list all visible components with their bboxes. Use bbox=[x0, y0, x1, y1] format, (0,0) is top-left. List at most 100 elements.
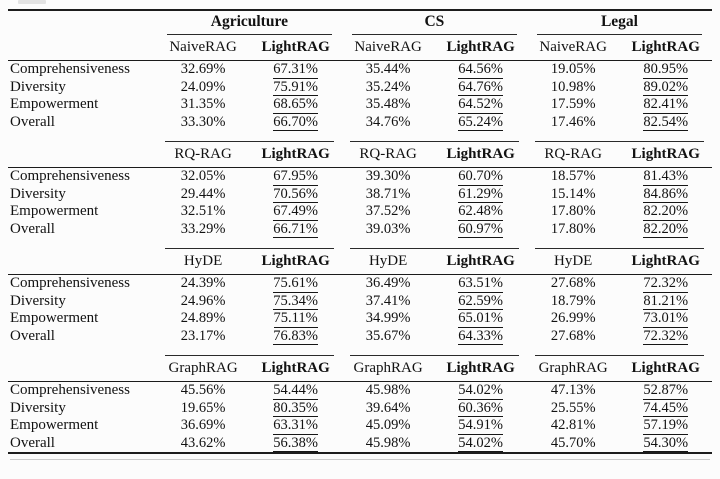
lightrag-value-cell: 75.34% bbox=[249, 292, 342, 310]
metric-label: Overall bbox=[10, 434, 55, 451]
table-row: Diversity 24.09% 75.91% 35.24% 64.76% 10.98% 8… bbox=[8, 78, 712, 97]
partial-rule-cell bbox=[157, 238, 342, 249]
table-row: Comprehensiveness 45.56% 54.44% 45.98% 54.02… bbox=[8, 382, 712, 400]
baseline-value: 35.67% bbox=[365, 327, 411, 344]
method-header-empty-cell bbox=[8, 35, 157, 61]
lightrag-method-header: LightRAG bbox=[249, 142, 342, 168]
metric-label: Overall bbox=[10, 113, 55, 130]
lightrag-value-cell: 63.51% bbox=[434, 275, 527, 293]
lightrag-value: 82.41% bbox=[643, 96, 689, 114]
table-row: Empowerment 32.51% 67.49% 37.52% 62.48% 17.80… bbox=[8, 203, 712, 221]
baseline-value: 18.57% bbox=[550, 168, 596, 185]
lightrag-value: 81.43% bbox=[643, 168, 689, 186]
baseline-value-cell: 27.68% bbox=[527, 275, 620, 293]
lightrag-value: 54.02% bbox=[458, 434, 504, 453]
baseline-value-cell: 32.51% bbox=[157, 203, 250, 221]
baseline-value-cell: 39.30% bbox=[342, 168, 435, 186]
lightrag-value: 82.20% bbox=[643, 203, 689, 221]
baseline-value: 34.76% bbox=[365, 113, 411, 130]
lightrag-method-header: LightRAG bbox=[249, 356, 342, 382]
baseline-value: 35.48% bbox=[365, 96, 411, 113]
baseline-value: 15.14% bbox=[550, 185, 596, 202]
baseline-value-cell: 25.55% bbox=[527, 400, 620, 418]
metric-label: Overall bbox=[10, 327, 55, 344]
baseline-value-cell: 45.98% bbox=[342, 382, 435, 400]
baseline-value: 32.51% bbox=[180, 203, 226, 220]
partial-rule-empty-cell bbox=[8, 131, 157, 142]
partial-rule-cell bbox=[342, 131, 527, 142]
lightrag-value-cell: 62.59% bbox=[434, 292, 527, 310]
lightrag-method-header: LightRAG bbox=[434, 249, 527, 275]
lightrag-value: 66.70% bbox=[273, 113, 318, 131]
baseline-value: 38.71% bbox=[365, 185, 411, 202]
metric-label: Diversity bbox=[10, 292, 66, 309]
metric-label: Diversity bbox=[10, 185, 66, 202]
baseline-value: 32.69% bbox=[180, 61, 226, 78]
partial-rule bbox=[534, 131, 704, 142]
baseline-method-header: NaiveRAG bbox=[526, 35, 620, 61]
partial-rule bbox=[349, 131, 519, 142]
baseline-value-cell: 43.62% bbox=[157, 435, 250, 454]
lightrag-value: 75.61% bbox=[273, 275, 318, 293]
baseline-value: 17.46% bbox=[550, 113, 596, 130]
partial-rule-cell bbox=[157, 131, 342, 142]
baseline-value: 45.98% bbox=[365, 382, 411, 399]
baseline-value-cell: 34.99% bbox=[342, 310, 435, 328]
lightrag-method-header: LightRAG bbox=[249, 249, 342, 275]
group-header-cell: CS bbox=[342, 10, 527, 35]
baseline-value-cell: 31.35% bbox=[157, 96, 250, 114]
method-header-empty-cell bbox=[8, 142, 157, 168]
lightrag-value: 82.54% bbox=[643, 113, 689, 131]
baseline-value-cell: 36.69% bbox=[157, 417, 250, 435]
lightrag-value: 64.56% bbox=[458, 61, 504, 79]
metric-label: Empowerment bbox=[10, 417, 99, 434]
lightrag-method-header: LightRAG bbox=[434, 142, 527, 168]
baseline-value-cell: 45.56% bbox=[157, 382, 250, 400]
baseline-value-cell: 24.89% bbox=[157, 310, 250, 328]
lightrag-value-cell: 64.52% bbox=[434, 96, 527, 114]
partial-rule-row bbox=[8, 345, 712, 356]
lightrag-value: 68.65% bbox=[273, 96, 318, 114]
lightrag-value: 67.31% bbox=[273, 61, 318, 79]
lightrag-value: 63.31% bbox=[273, 417, 318, 435]
lightrag-value: 84.86% bbox=[643, 185, 689, 203]
baseline-value-cell: 35.44% bbox=[342, 61, 435, 79]
lightrag-value: 61.29% bbox=[458, 185, 504, 203]
baseline-method-header: HyDE bbox=[526, 249, 620, 275]
partial-rule bbox=[349, 238, 519, 249]
lightrag-value-cell: 80.35% bbox=[249, 399, 342, 417]
lightrag-value-cell: 64.76% bbox=[434, 78, 527, 96]
baseline-value: 10.98% bbox=[550, 78, 596, 95]
lightrag-value-cell: 68.65% bbox=[249, 96, 342, 114]
baseline-value-cell: 34.76% bbox=[342, 114, 435, 132]
partial-rule-row bbox=[8, 131, 712, 142]
group-header-label: CS bbox=[351, 13, 517, 35]
baseline-value-cell: 27.68% bbox=[527, 328, 620, 346]
baseline-value-cell: 33.30% bbox=[157, 114, 250, 132]
table-row: Diversity 29.44% 70.56% 38.71% 61.29% 15.14% 8… bbox=[8, 185, 712, 203]
lightrag-value: 66.71% bbox=[273, 220, 318, 238]
lightrag-value-cell: 52.87% bbox=[619, 382, 712, 400]
lightrag-value: 64.76% bbox=[458, 78, 504, 96]
lightrag-value-cell: 81.43% bbox=[619, 168, 712, 186]
lightrag-value: 60.36% bbox=[458, 399, 504, 417]
baseline-method-header: HyDE bbox=[341, 249, 435, 275]
lightrag-value: 76.83% bbox=[273, 327, 318, 345]
bottom-rule-shadow bbox=[10, 459, 710, 460]
baseline-value-cell: 23.17% bbox=[157, 328, 250, 346]
baseline-value: 25.55% bbox=[550, 399, 596, 416]
baseline-value-cell: 33.29% bbox=[157, 221, 250, 239]
baseline-method-header: RQ-RAG bbox=[526, 142, 620, 168]
lightrag-value: 60.97% bbox=[458, 220, 504, 238]
lightrag-value-cell: 67.95% bbox=[249, 168, 342, 186]
baseline-value-cell: 19.05% bbox=[527, 61, 620, 79]
metric-label: Empowerment bbox=[10, 96, 99, 113]
partial-rule-empty-cell bbox=[8, 238, 157, 249]
lightrag-value-cell: 80.95% bbox=[619, 61, 712, 79]
corner-empty-cell bbox=[8, 10, 157, 35]
lightrag-value-cell: 65.24% bbox=[434, 113, 527, 131]
baseline-value-cell: 35.24% bbox=[342, 79, 435, 97]
baseline-value: 45.56% bbox=[180, 382, 226, 399]
lightrag-value: 72.32% bbox=[643, 275, 689, 293]
baseline-method-header: RQ-RAG bbox=[156, 142, 250, 168]
